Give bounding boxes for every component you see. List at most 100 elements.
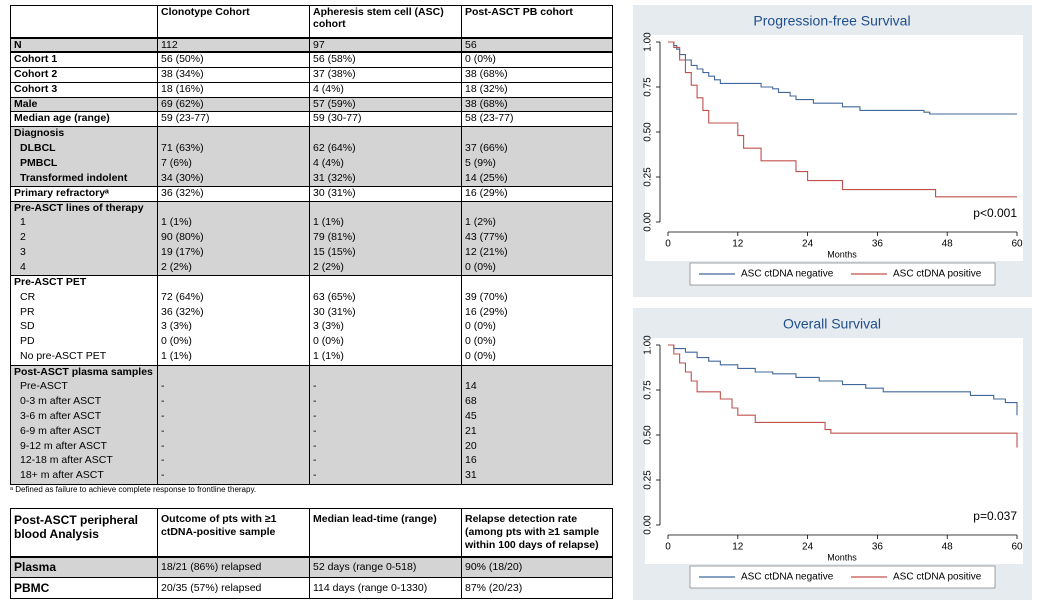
x-tick-label: 48 (942, 542, 954, 553)
cell: 15 (15%) (309, 245, 462, 261)
cell: 5 (9%) (461, 156, 613, 172)
legend-label: ASC ctDNA negative (741, 269, 834, 280)
survival-curve (668, 41, 1017, 115)
x-tick-label: 36 (872, 542, 884, 553)
row-label: Transformed indolent (10, 171, 158, 187)
row-label: Primary refractoryᵃ (10, 186, 158, 202)
cell: 43 (77%) (461, 231, 613, 246)
cell: 4 (4%) (309, 82, 462, 98)
cell: 2 (2%) (309, 260, 462, 277)
header-cell: Post-ASCT PB cohort (461, 5, 613, 39)
cell: 30 (31%) (309, 305, 462, 321)
cell: 68 (461, 394, 613, 410)
cell: 3 (3%) (309, 320, 462, 336)
cell: 58 (23-77) (461, 111, 613, 128)
x-tick-label: 0 (665, 542, 671, 553)
cell: 14 (25%) (461, 171, 613, 187)
cell: 0 (0%) (461, 350, 613, 366)
row-label: 6-9 m after ASCT (10, 424, 158, 440)
cell: 18 (16%) (157, 82, 310, 98)
cell (309, 365, 462, 380)
cell: 72 (64%) (157, 290, 310, 306)
cell: 38 (68%) (461, 97, 613, 113)
cell: 0 (0%) (157, 335, 310, 351)
cell: 16 (29%) (461, 186, 613, 202)
cell: 18/21 (86%) relapsed (157, 556, 310, 578)
row-label: Male (10, 97, 158, 113)
row-label: 0-3 m after ASCT (10, 394, 158, 410)
cell: 21 (461, 424, 613, 440)
annotation: p=0.037 (973, 509, 1017, 523)
cell: 1 (2%) (461, 216, 613, 232)
cohort-table: Clonotype Cohort Apheresis stem cell (ASC… (10, 5, 613, 485)
y-tick-label: 1.00 (643, 32, 654, 52)
legend-box (689, 565, 996, 589)
y-tick-label: 1.00 (643, 335, 654, 355)
cell: - (157, 469, 310, 485)
cell (461, 365, 613, 380)
cell: 90% (18/20) (461, 556, 613, 578)
row-label: Median age (range) (10, 111, 158, 128)
cell (157, 275, 310, 291)
cell: 34 (30%) (157, 171, 310, 187)
cell: 59 (30-77) (309, 111, 462, 128)
y-tick-label: 0.00 (643, 212, 654, 232)
row-label: Cohort 2 (10, 67, 158, 83)
cell: 12 (21%) (461, 245, 613, 261)
cell: 56 (58%) (309, 52, 462, 68)
cell: 3 (3%) (157, 320, 310, 336)
cell: 97 (309, 37, 462, 54)
cell (461, 201, 613, 217)
pfs-chart: Progression-free Survival 0.00 0.25 0.50 0.7… (633, 5, 1032, 297)
x-tick-label: 60 (1011, 542, 1023, 553)
cell: 1 (1%) (157, 216, 310, 232)
footnote: ᵃ Defined as failure to achieve complete… (10, 485, 257, 494)
cell: 0 (0%) (461, 260, 613, 277)
cell: 38 (68%) (461, 67, 613, 83)
row-label: 3 (10, 245, 158, 261)
row-label: 4 (10, 260, 158, 277)
cell: 18 (32%) (461, 82, 613, 98)
row-label: PD (10, 335, 158, 351)
y-tick-label: 0.00 (643, 515, 654, 535)
x-tick-label: 12 (732, 239, 744, 250)
cell: 16 (461, 454, 613, 470)
survival-curve (668, 344, 1018, 448)
x-axis-label: Months (827, 249, 857, 259)
cell (309, 126, 462, 142)
chart-title: Progression-free Survival (753, 13, 910, 29)
survival-curve (668, 344, 1018, 416)
row-label: 1 (10, 216, 158, 232)
header-cell: Median lead-time (range) (309, 508, 462, 558)
row-label: 18+ m after ASCT (10, 469, 158, 485)
os-chart: Overall Survival 0.00 0.25 0.50 0.75 1.00 0 12 2… (633, 308, 1032, 600)
cell: 1 (1%) (309, 350, 462, 366)
y-tick-label: 0.75 (643, 380, 654, 400)
row-label: 3-6 m after ASCT (10, 409, 158, 425)
header-cell: Apheresis stem cell (ASC) cohort (309, 5, 462, 39)
row-label: SD (10, 320, 158, 336)
legend-label: ASC ctDNA positive (893, 269, 982, 280)
analysis-table: Post-ASCT peripheral blood Analysis Outco… (10, 508, 613, 599)
cell: 38 (34%) (157, 67, 310, 83)
cell: 2 (2%) (157, 260, 310, 277)
cell: 63 (65%) (309, 290, 462, 306)
x-tick-label: 36 (872, 239, 884, 250)
cell: 0 (0%) (461, 335, 613, 351)
cell: - (309, 394, 462, 410)
header-cell: Relapse detection rate (among pts with ≥… (461, 508, 613, 558)
cell: - (157, 394, 310, 410)
cell: 56 (50%) (157, 52, 310, 68)
row-label: N (10, 37, 158, 54)
row-label: 9-12 m after ASCT (10, 439, 158, 455)
row-label: Cohort 1 (10, 52, 158, 68)
x-tick-label: 48 (942, 239, 954, 250)
row-label: Pre-ASCT lines of therapy (10, 201, 158, 217)
cell: 57 (59%) (309, 97, 462, 113)
x-tick-label: 60 (1011, 239, 1023, 250)
annotation: p<0.001 (973, 206, 1017, 220)
x-axis-label: Months (827, 552, 857, 562)
cell: 31 (32%) (309, 171, 462, 187)
cell: 1 (1%) (157, 350, 310, 366)
